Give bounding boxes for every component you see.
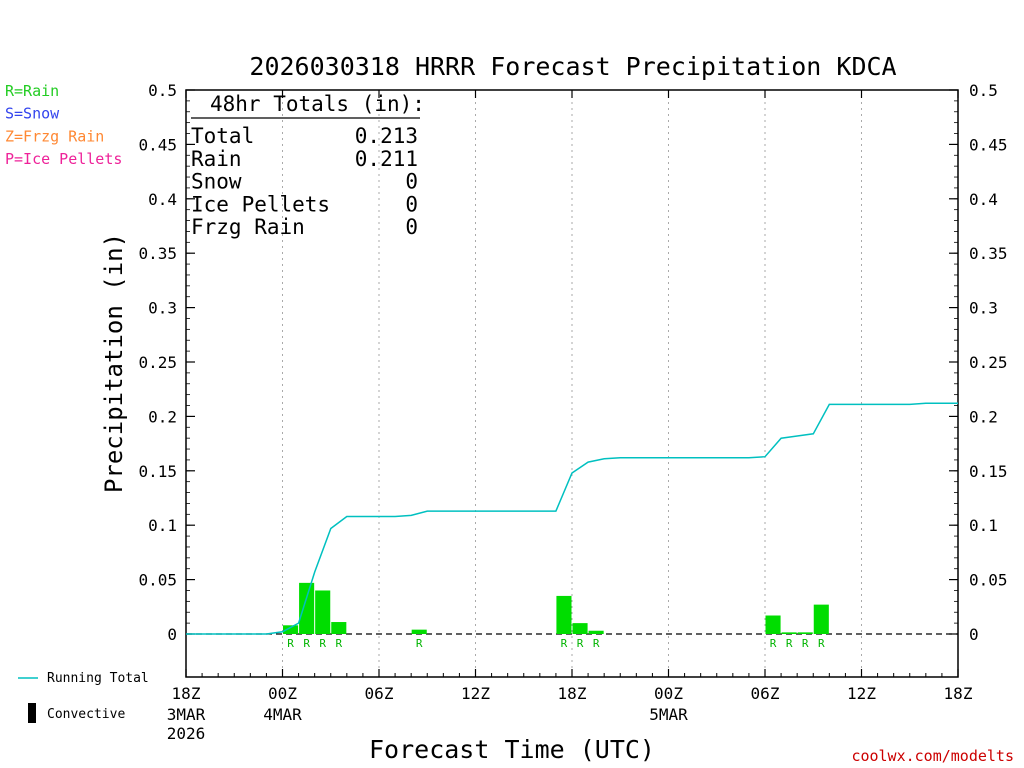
y-tick-label-left: 0.1 (148, 516, 177, 535)
x-axis-label: Forecast Time (UTC) (369, 735, 655, 764)
y-axis-ticks: 0 00.05 0.050.1 0.10.15 0.150.2 0.20.25 0.250.… (138, 81, 1007, 644)
precip-type-label: R (818, 637, 825, 650)
x-tick-label: 12Z (847, 684, 876, 703)
x-tick-label: 18Z (558, 684, 587, 703)
totals-row-value: 0 (405, 215, 418, 239)
precip-bar (813, 604, 829, 634)
type-key-entry: R=Rain (5, 82, 59, 100)
precip-bars (283, 582, 829, 634)
x-tick-date: 5MAR (649, 705, 688, 724)
precip-bar (283, 625, 299, 634)
y-tick-label-right: 0.5 (969, 81, 998, 100)
x-tick-label: 06Z (751, 684, 780, 703)
precip-bar (765, 615, 781, 634)
x-tick-year: 2026 (167, 724, 206, 743)
y-tick-label-left: 0.3 (148, 299, 177, 318)
x-tick-label: 00Z (654, 684, 683, 703)
y-tick-label-right: 0.4 (969, 190, 998, 209)
precip-type-label: R (786, 637, 793, 650)
precip-type-label: R (319, 637, 326, 650)
precip-bar (797, 632, 813, 634)
type-key-entry: P=Ice Pellets (5, 150, 122, 168)
x-tick-label: 06Z (365, 684, 394, 703)
x-tick-label: 12Z (461, 684, 490, 703)
type-key-entry: Z=Frzg Rain (5, 127, 104, 145)
y-tick-label-left: 0.45 (138, 135, 177, 154)
precip-bar (315, 590, 331, 634)
running-total-line (186, 402, 958, 635)
totals-row-label: Snow (191, 170, 242, 194)
precip-type-label: R (287, 637, 294, 650)
precip-bar (556, 595, 572, 634)
y-tick-label-left: 0.35 (138, 244, 177, 263)
totals-row-value: 0.211 (355, 147, 418, 171)
totals-row-value: 0 (405, 170, 418, 194)
precip-type-label: R (303, 637, 310, 650)
x-tick-label: 18Z (172, 684, 201, 703)
precip-bar (331, 622, 347, 634)
precip-type-label: R (770, 637, 777, 650)
totals-row-label: Ice Pellets (191, 192, 330, 216)
y-tick-label-left: 0.5 (148, 81, 177, 100)
y-tick-label-left: 0.25 (138, 353, 177, 372)
totals-header: 48hr Totals (in): (210, 92, 425, 116)
totals-row-value: 0 (405, 192, 418, 216)
legend: Running Total Convective (18, 671, 149, 723)
x-tick-date: 3MAR (167, 705, 206, 724)
grid-lines (282, 90, 862, 677)
y-tick-label-right: 0.45 (969, 135, 1008, 154)
chart-title: 2026030318 HRRR Forecast Precipitation K… (249, 52, 896, 81)
type-key-entry: S=Snow (5, 105, 60, 123)
x-tick-date: 4MAR (263, 705, 302, 724)
precip-bar (588, 630, 604, 634)
y-tick-label-left: 0.15 (138, 462, 177, 481)
precip-type-label: R (577, 637, 584, 650)
y-tick-label-right: 0.15 (969, 462, 1008, 481)
y-tick-label-right: 0.2 (969, 407, 998, 426)
y-axis-label: Precipitation (in) (100, 233, 128, 493)
precip-bar (572, 623, 588, 634)
y-tick-label-right: 0.3 (969, 299, 998, 318)
precip-type-key: R=Rain S=Snow Z=Frzg Rain P=Ice Pellets (5, 82, 122, 168)
y-tick-label-left: 0.05 (138, 571, 177, 590)
precip-type-label: R (335, 637, 342, 650)
y-tick-label-right: 0 (969, 625, 979, 644)
y-tick-label-left: 0.4 (148, 190, 177, 209)
y-tick-label-left: 0 (167, 625, 177, 644)
y-tick-label-right: 0.05 (969, 571, 1008, 590)
precip-type-label: R (802, 637, 809, 650)
totals-row-label: Total (191, 124, 254, 148)
legend-label: Running Total (47, 671, 149, 686)
y-tick-label-right: 0.25 (969, 353, 1008, 372)
y-tick-label-right: 0.35 (969, 244, 1008, 263)
precip-type-label: R (416, 637, 423, 650)
precip-type-label: R (593, 637, 600, 650)
totals-box: 48hr Totals (in): Total 0.213 Rain 0.211 Sno… (191, 92, 425, 239)
totals-row-label: Frzg Rain (191, 215, 305, 239)
totals-row-value: 0.213 (355, 124, 418, 148)
x-tick-label: 18Z (944, 684, 973, 703)
legend-label: Convective (47, 707, 125, 722)
y-tick-label-left: 0.2 (148, 407, 177, 426)
legend-bar-symbol (28, 703, 36, 723)
x-tick-label: 00Z (268, 684, 297, 703)
site-credit: coolwx.com/modelts (851, 747, 1014, 765)
precip-bar (299, 582, 315, 634)
precip-type-label: R (561, 637, 568, 650)
precip-bar (781, 632, 797, 634)
precip-bar (411, 629, 427, 634)
y-tick-label-right: 0.1 (969, 516, 998, 535)
totals-row-label: Rain (191, 147, 242, 171)
